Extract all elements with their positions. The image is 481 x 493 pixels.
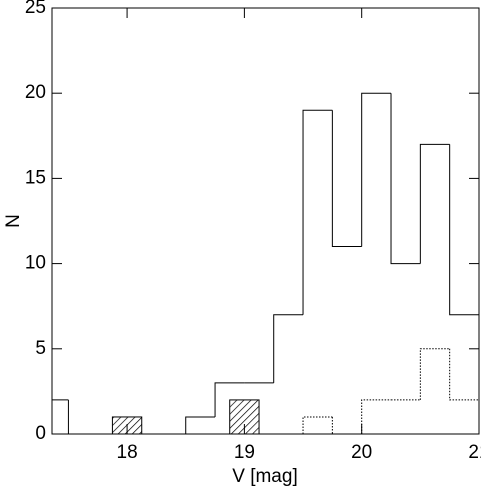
y-axis-label: N [3, 214, 24, 228]
solid-step [331, 110, 362, 248]
solid-step [185, 416, 216, 434]
solid-step [449, 144, 479, 434]
y-tick-label: 0 [35, 423, 46, 444]
y-tick-label: 10 [25, 253, 46, 274]
solid-step [419, 143, 450, 264]
plot-frame [51, 7, 480, 435]
plot-marks [52, 92, 479, 434]
x-tick-label: 21 [468, 442, 481, 463]
solid-step [390, 93, 421, 265]
solid-step [361, 92, 392, 247]
dotted-step [302, 416, 333, 434]
y-tick-label: 20 [25, 82, 46, 103]
dotted-step [449, 348, 479, 434]
x-tick-label: 20 [351, 442, 372, 463]
dotted-step [331, 416, 362, 434]
x-axis-label: V [mag] [232, 466, 297, 487]
y-tick-label: 15 [25, 167, 46, 188]
x-tick-label: 19 [234, 442, 255, 463]
solid-step [52, 399, 69, 401]
solid-step [67, 399, 98, 434]
y-tick-label: 25 [25, 0, 46, 18]
dotted-step [361, 399, 392, 434]
solid-step [214, 382, 245, 417]
solid-step [302, 109, 333, 315]
solid-step [273, 314, 304, 383]
dotted-step [419, 348, 450, 400]
y-tick-label: 5 [35, 338, 46, 359]
x-tick-label: 18 [117, 442, 138, 463]
